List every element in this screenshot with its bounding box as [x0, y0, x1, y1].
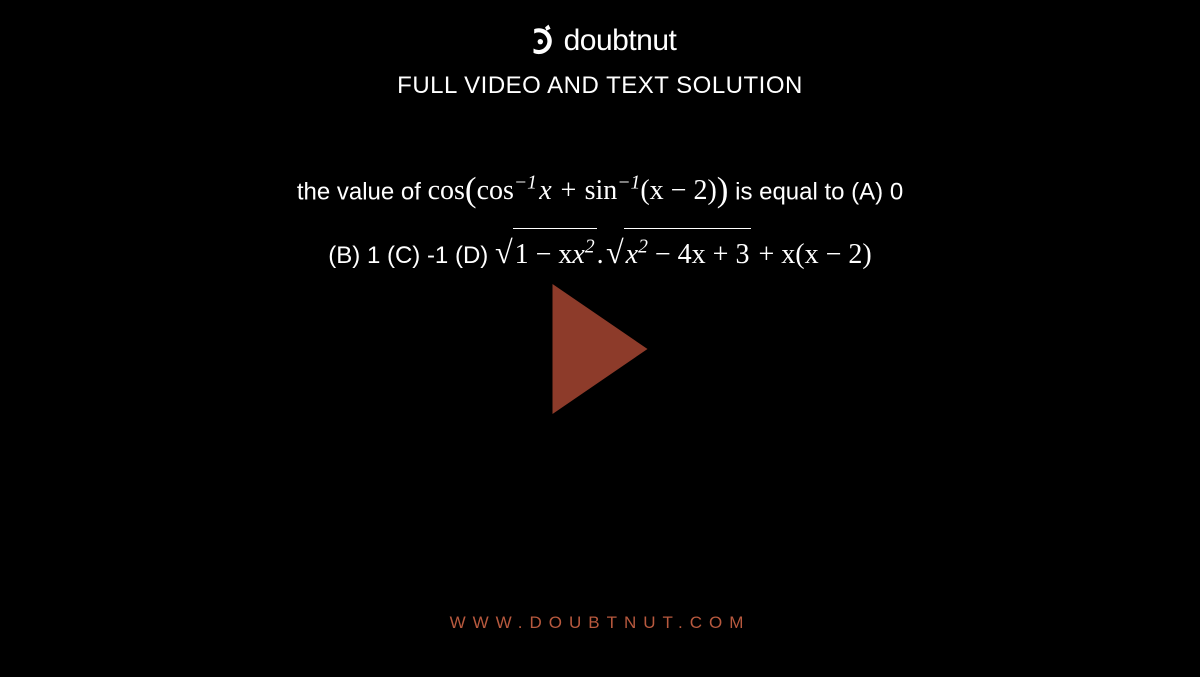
play-button[interactable] — [553, 284, 648, 414]
question-line2-prefix: (B) 1 (C) -1 (D) — [328, 242, 495, 269]
sqrt-2: √x2 − 4x + 3 — [606, 223, 752, 283]
question-prefix: the value of — [297, 178, 428, 205]
sqrt-1: √1 − xx2 — [495, 223, 597, 283]
question-middle: is equal to (A) 0 — [728, 178, 903, 205]
header-subtitle: FULL VIDEO AND TEXT SOLUTION — [0, 72, 1200, 100]
footer-url: WWW.DOUBTNUT.COM — [0, 613, 1200, 633]
question-line-2: (B) 1 (C) -1 (D) √1 − xx2. √x2 − 4x + 3 … — [100, 223, 1100, 283]
math-expression-1: cos(cos−1 x + sin−1(x − 2)) — [428, 175, 729, 206]
doubtnut-logo-icon — [524, 24, 558, 58]
brand-logo: doubtnut — [0, 0, 1200, 58]
brand-logo-text: doubtnut — [564, 24, 677, 58]
question-line-1: the value of cos(cos−1 x + sin−1(x − 2))… — [100, 158, 1100, 223]
math-expression-2: √1 − xx2. √x2 − 4x + 3 + x(x − 2) — [495, 239, 872, 270]
question-text: the value of cos(cos−1 x + sin−1(x − 2))… — [0, 158, 1200, 282]
